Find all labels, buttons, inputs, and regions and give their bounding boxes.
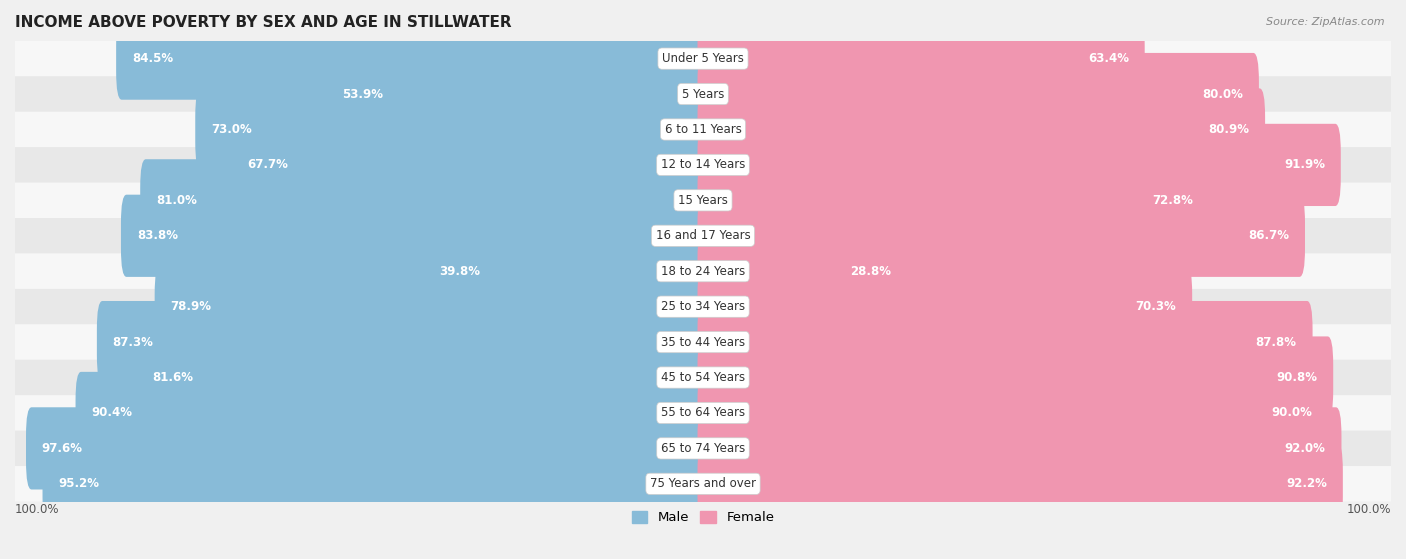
- Text: 67.7%: 67.7%: [247, 158, 288, 172]
- Text: 39.8%: 39.8%: [440, 265, 481, 278]
- FancyBboxPatch shape: [155, 266, 709, 348]
- FancyBboxPatch shape: [15, 466, 1391, 501]
- FancyBboxPatch shape: [15, 77, 1391, 112]
- Text: 87.3%: 87.3%: [112, 335, 153, 349]
- Text: 70.3%: 70.3%: [1136, 300, 1177, 313]
- FancyBboxPatch shape: [141, 159, 709, 241]
- FancyBboxPatch shape: [117, 17, 709, 100]
- Text: 25 to 34 Years: 25 to 34 Years: [661, 300, 745, 313]
- Text: 55 to 64 Years: 55 to 64 Years: [661, 406, 745, 419]
- Text: Source: ZipAtlas.com: Source: ZipAtlas.com: [1267, 17, 1385, 27]
- FancyBboxPatch shape: [121, 195, 709, 277]
- FancyBboxPatch shape: [697, 230, 907, 312]
- FancyBboxPatch shape: [326, 53, 709, 135]
- Text: 5 Years: 5 Years: [682, 88, 724, 101]
- Text: 75 Years and over: 75 Years and over: [650, 477, 756, 490]
- Text: 86.7%: 86.7%: [1249, 229, 1289, 242]
- Text: 100.0%: 100.0%: [15, 503, 59, 516]
- Text: 18 to 24 Years: 18 to 24 Years: [661, 265, 745, 278]
- FancyBboxPatch shape: [15, 324, 1391, 360]
- Text: 81.0%: 81.0%: [156, 194, 197, 207]
- Text: 6 to 11 Years: 6 to 11 Years: [665, 123, 741, 136]
- FancyBboxPatch shape: [76, 372, 709, 454]
- FancyBboxPatch shape: [195, 88, 709, 170]
- FancyBboxPatch shape: [697, 159, 1209, 241]
- Text: 80.9%: 80.9%: [1208, 123, 1250, 136]
- Text: 92.0%: 92.0%: [1285, 442, 1326, 455]
- Text: 95.2%: 95.2%: [58, 477, 100, 490]
- Text: 73.0%: 73.0%: [211, 123, 252, 136]
- FancyBboxPatch shape: [697, 195, 1305, 277]
- Text: 15 Years: 15 Years: [678, 194, 728, 207]
- FancyBboxPatch shape: [15, 218, 1391, 253]
- Text: Under 5 Years: Under 5 Years: [662, 52, 744, 65]
- FancyBboxPatch shape: [697, 17, 1144, 100]
- FancyBboxPatch shape: [15, 430, 1391, 466]
- FancyBboxPatch shape: [697, 301, 1313, 383]
- FancyBboxPatch shape: [15, 112, 1391, 147]
- FancyBboxPatch shape: [25, 408, 709, 490]
- FancyBboxPatch shape: [697, 124, 1341, 206]
- Text: 12 to 14 Years: 12 to 14 Years: [661, 158, 745, 172]
- Text: 90.4%: 90.4%: [91, 406, 132, 419]
- Text: INCOME ABOVE POVERTY BY SEX AND AGE IN STILLWATER: INCOME ABOVE POVERTY BY SEX AND AGE IN S…: [15, 15, 512, 30]
- FancyBboxPatch shape: [697, 53, 1258, 135]
- Text: 80.0%: 80.0%: [1202, 88, 1243, 101]
- FancyBboxPatch shape: [15, 360, 1391, 395]
- Text: 53.9%: 53.9%: [343, 88, 384, 101]
- Text: 83.8%: 83.8%: [136, 229, 177, 242]
- Text: 28.8%: 28.8%: [849, 265, 891, 278]
- Text: 16 and 17 Years: 16 and 17 Years: [655, 229, 751, 242]
- FancyBboxPatch shape: [697, 408, 1341, 490]
- FancyBboxPatch shape: [136, 337, 709, 419]
- FancyBboxPatch shape: [15, 289, 1391, 324]
- FancyBboxPatch shape: [697, 337, 1333, 419]
- Text: 92.2%: 92.2%: [1286, 477, 1327, 490]
- FancyBboxPatch shape: [423, 230, 709, 312]
- FancyBboxPatch shape: [42, 443, 709, 525]
- FancyBboxPatch shape: [15, 41, 1391, 77]
- FancyBboxPatch shape: [97, 301, 709, 383]
- FancyBboxPatch shape: [697, 372, 1327, 454]
- Text: 35 to 44 Years: 35 to 44 Years: [661, 335, 745, 349]
- FancyBboxPatch shape: [232, 124, 709, 206]
- Text: 97.6%: 97.6%: [42, 442, 83, 455]
- Text: 90.0%: 90.0%: [1271, 406, 1312, 419]
- FancyBboxPatch shape: [15, 395, 1391, 430]
- Text: 63.4%: 63.4%: [1088, 52, 1129, 65]
- Legend: Male, Female: Male, Female: [626, 505, 780, 529]
- Text: 65 to 74 Years: 65 to 74 Years: [661, 442, 745, 455]
- Text: 45 to 54 Years: 45 to 54 Years: [661, 371, 745, 384]
- Text: 100.0%: 100.0%: [1347, 503, 1391, 516]
- Text: 72.8%: 72.8%: [1153, 194, 1194, 207]
- FancyBboxPatch shape: [15, 253, 1391, 289]
- FancyBboxPatch shape: [15, 147, 1391, 183]
- FancyBboxPatch shape: [15, 183, 1391, 218]
- Text: 87.8%: 87.8%: [1256, 335, 1296, 349]
- Text: 78.9%: 78.9%: [170, 300, 211, 313]
- FancyBboxPatch shape: [697, 88, 1265, 170]
- Text: 81.6%: 81.6%: [152, 371, 193, 384]
- Text: 84.5%: 84.5%: [132, 52, 173, 65]
- Text: 91.9%: 91.9%: [1284, 158, 1324, 172]
- FancyBboxPatch shape: [697, 443, 1343, 525]
- FancyBboxPatch shape: [697, 266, 1192, 348]
- Text: 90.8%: 90.8%: [1277, 371, 1317, 384]
